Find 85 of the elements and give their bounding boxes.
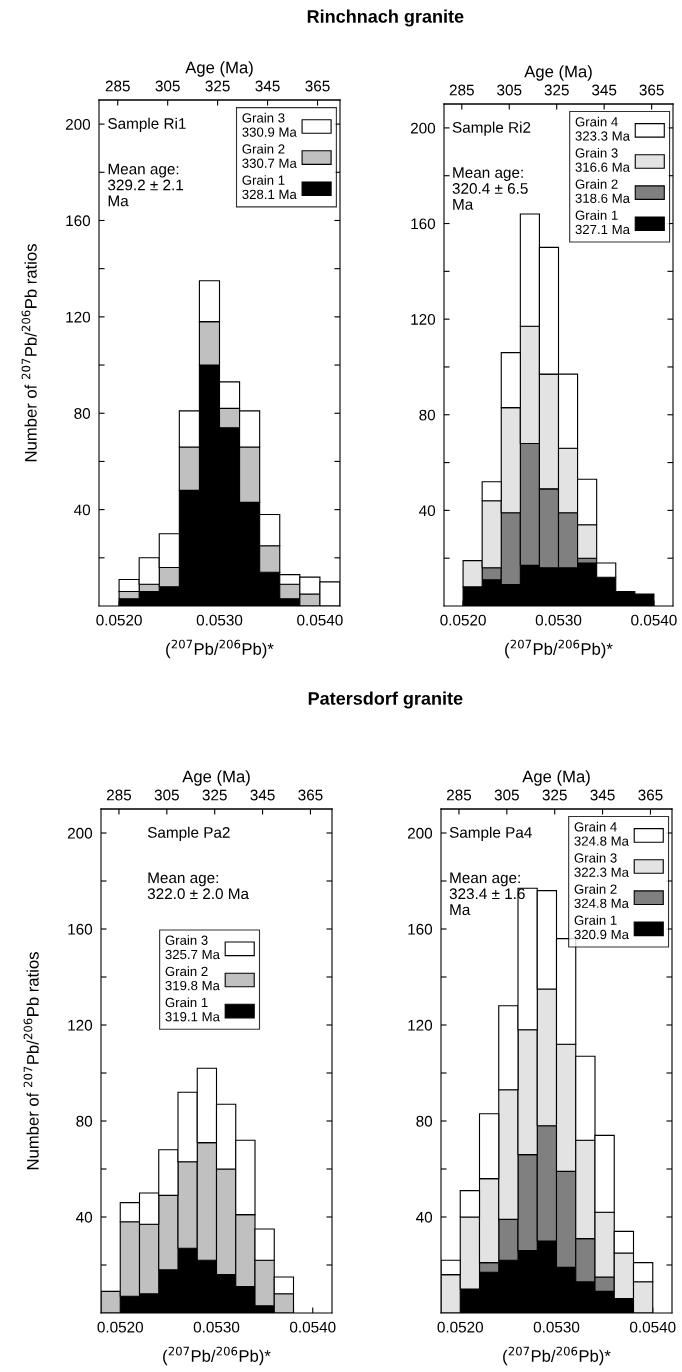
x2-tick-label: 305	[494, 789, 519, 801]
x-tick-label: 0.0520	[97, 1321, 144, 1333]
x2-axis-title: Age (Ma)	[524, 65, 592, 81]
legend-label: Grain 4 324.8 Ma	[574, 821, 629, 846]
legend-label: Grain 4 323.3 Ma	[575, 116, 630, 141]
x-tick-label: 0.0520	[96, 614, 142, 626]
legend-label: Grain 1 327.1 Ma	[575, 210, 630, 235]
annotation: Sample Ri2	[452, 121, 531, 136]
y-tick-label: 40	[419, 505, 436, 517]
x2-tick-label: 325	[542, 789, 567, 801]
y-axis-title: Number of $^{207}$Pb/$^{206}$Pb ratios	[21, 244, 37, 462]
x-tick-label: 0.0530	[535, 614, 582, 626]
x2-tick-label: 325	[544, 84, 569, 96]
x2-tick-label: 345	[250, 789, 275, 801]
x2-tick-label: 325	[202, 789, 227, 801]
x-tick-label: 0.0540	[289, 1321, 336, 1333]
x-axis-title: ($^{207}$Pb/$^{206}$Pb)*	[505, 639, 613, 659]
y-tick-label: 80	[74, 408, 91, 419]
x-tick-label: 0.0520	[437, 1321, 484, 1333]
y-tick-label: 120	[408, 1019, 433, 1031]
legend-label: Grain 1 319.1 Ma	[165, 997, 220, 1022]
x2-tick-label: 305	[154, 789, 179, 801]
y-axis-title: Number of $^{207}$Pb/$^{206}$Pb ratios	[23, 952, 39, 1170]
x2-tick-label: 285	[106, 789, 132, 801]
annotation: Mean age: 329.2 ± 2.1 Ma	[108, 163, 184, 207]
legend-label: Grain 3 316.6 Ma	[575, 147, 630, 172]
y-tick-label: 120	[68, 1019, 93, 1031]
x-tick-label: 0.0540	[297, 614, 343, 626]
legend-label: Grain 1 320.9 Ma	[574, 915, 629, 940]
y-tick-label: 200	[65, 118, 91, 130]
y-tick-label: 120	[66, 311, 91, 323]
x2-tick-label: 285	[449, 84, 474, 96]
legend-label: Grain 3 325.7 Ma	[165, 935, 220, 960]
y-tick-label: 200	[67, 827, 93, 839]
x-tick-label: 0.0540	[629, 1321, 676, 1333]
x-tick-label: 0.0540	[631, 614, 677, 626]
x2-tick-label: 305	[155, 80, 180, 92]
x2-tick-label: 325	[205, 80, 230, 92]
x-tick-label: 0.0530	[533, 1321, 580, 1333]
y-tick-label: 40	[74, 504, 91, 516]
x-axis-title: ($^{207}$Pb/$^{206}$Pb)*	[166, 639, 274, 659]
legend-label: Grain 2 318.6 Ma	[575, 179, 630, 203]
y-tick-label: 160	[68, 923, 93, 935]
y-tick-label: 160	[408, 923, 433, 935]
y-tick-label: 200	[410, 122, 436, 134]
x2-tick-label: 345	[590, 789, 615, 801]
y-tick-label: 160	[66, 215, 91, 227]
annotation: Sample Pa4	[449, 826, 532, 841]
y-tick-label: 40	[76, 1211, 93, 1223]
annotation: Sample Ri1	[108, 117, 186, 132]
x2-tick-label: 285	[105, 80, 130, 92]
x2-tick-label: 365	[638, 789, 663, 801]
x-axis-title: ($^{207}$Pb/$^{206}$Pb)*	[163, 1346, 271, 1366]
legend-label: Grain 3 322.3 Ma	[574, 852, 629, 877]
x2-axis-title: Age (Ma)	[522, 770, 590, 786]
x-tick-label: 0.0530	[196, 614, 243, 626]
x2-tick-label: 365	[639, 84, 664, 96]
annotation: Mean age: 322.0 ± 2.0 Ma	[147, 872, 250, 900]
text: Patersdorf granite	[308, 691, 463, 709]
legend-label: Grain 2 319.8 Ma	[165, 966, 220, 991]
y-tick-label: 160	[411, 218, 436, 230]
y-tick-label: 40	[416, 1211, 433, 1223]
x2-axis-title: Age (Ma)	[182, 770, 250, 786]
y-tick-label: 120	[411, 314, 436, 325]
x2-tick-label: 305	[497, 84, 522, 96]
legend-label: Grain 3 330.9 Ma	[242, 112, 297, 137]
text: Rinchnach granite	[307, 9, 464, 27]
x2-tick-label: 365	[305, 80, 330, 92]
x2-tick-label: 285	[446, 789, 472, 801]
y-tick-label: 80	[416, 1115, 433, 1127]
legend-label: Grain 2 324.8 Ma	[574, 884, 629, 908]
x-tick-label: 0.0530	[193, 1321, 240, 1333]
legend-label: Grain 1 328.1 Ma	[242, 175, 297, 200]
y-tick-label: 200	[407, 827, 433, 839]
x-tick-label: 0.0520	[440, 614, 486, 626]
x2-tick-label: 365	[298, 789, 323, 801]
legend-label: Grain 2 330.7 Ma	[242, 144, 297, 168]
y-tick-label: 80	[76, 1115, 93, 1127]
x-axis-title: ($^{207}$Pb/$^{206}$Pb)*	[503, 1346, 611, 1366]
x2-tick-label: 345	[592, 84, 617, 96]
x2-tick-label: 345	[255, 80, 280, 92]
y-tick-label: 80	[419, 409, 436, 421]
annotation: Sample Pa2	[147, 826, 230, 841]
annotation: Mean age: 320.4 ± 6.5 Ma	[452, 167, 528, 210]
x2-axis-title: Age (Ma)	[185, 61, 253, 77]
